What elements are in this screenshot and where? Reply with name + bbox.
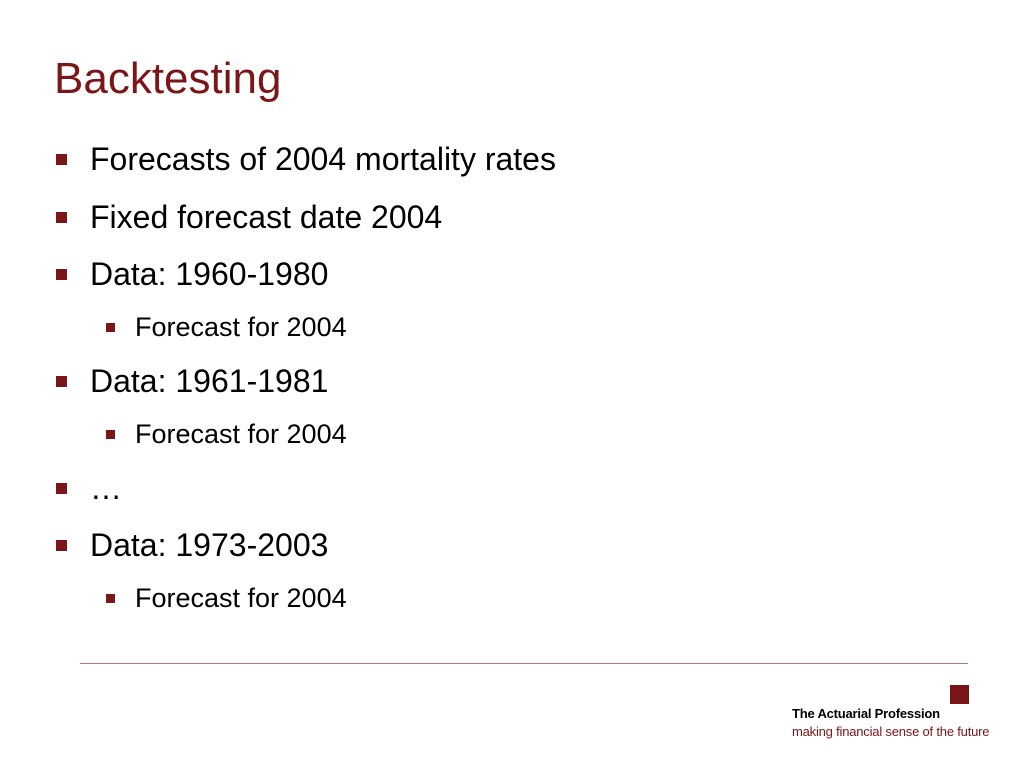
bullet-text: … bbox=[90, 469, 122, 506]
bullet-item: Fixed forecast date 2004 bbox=[56, 197, 442, 237]
bullet-list: Forecasts of 2004 mortality rates Fixed … bbox=[56, 139, 556, 615]
square-bullet-icon bbox=[106, 429, 115, 439]
bullet-text: Forecasts of 2004 mortality rates bbox=[90, 140, 556, 177]
bullet-text: Data: 1960-1980 bbox=[90, 255, 329, 292]
logo-tagline: making financial sense of the future bbox=[792, 724, 990, 739]
bullet-text: Forecast for 2004 bbox=[135, 311, 347, 342]
bullet-text: Fixed forecast date 2004 bbox=[90, 198, 443, 235]
bullet-item: … bbox=[56, 468, 122, 508]
sub-bullet-item: Forecast for 2004 bbox=[106, 581, 347, 615]
square-bullet-icon bbox=[106, 322, 115, 332]
bullet-text: Data: 1973-2003 bbox=[90, 526, 329, 563]
square-bullet-icon bbox=[56, 375, 67, 387]
square-bullet-icon bbox=[56, 268, 67, 280]
logo-name: The Actuarial Profession bbox=[792, 706, 940, 721]
footer-divider bbox=[80, 663, 968, 664]
bullet-item: Data: 1973-2003 bbox=[56, 525, 328, 565]
square-bullet-icon bbox=[56, 153, 67, 165]
slide-title: Backtesting bbox=[54, 54, 282, 103]
logo-square-icon bbox=[950, 685, 969, 704]
sub-bullet-item: Forecast for 2004 bbox=[106, 310, 347, 344]
bullet-text: Forecast for 2004 bbox=[135, 582, 347, 613]
bullet-text: Data: 1961-1981 bbox=[90, 362, 329, 399]
square-bullet-icon bbox=[56, 211, 67, 223]
bullet-item: Forecasts of 2004 mortality rates bbox=[56, 139, 556, 179]
square-bullet-icon bbox=[106, 593, 115, 603]
bullet-item: Data: 1961-1981 bbox=[56, 361, 328, 401]
square-bullet-icon bbox=[56, 482, 67, 494]
bullet-item: Data: 1960-1980 bbox=[56, 254, 328, 294]
sub-bullet-item: Forecast for 2004 bbox=[106, 417, 347, 451]
square-bullet-icon bbox=[56, 539, 67, 551]
bullet-text: Forecast for 2004 bbox=[135, 418, 347, 449]
